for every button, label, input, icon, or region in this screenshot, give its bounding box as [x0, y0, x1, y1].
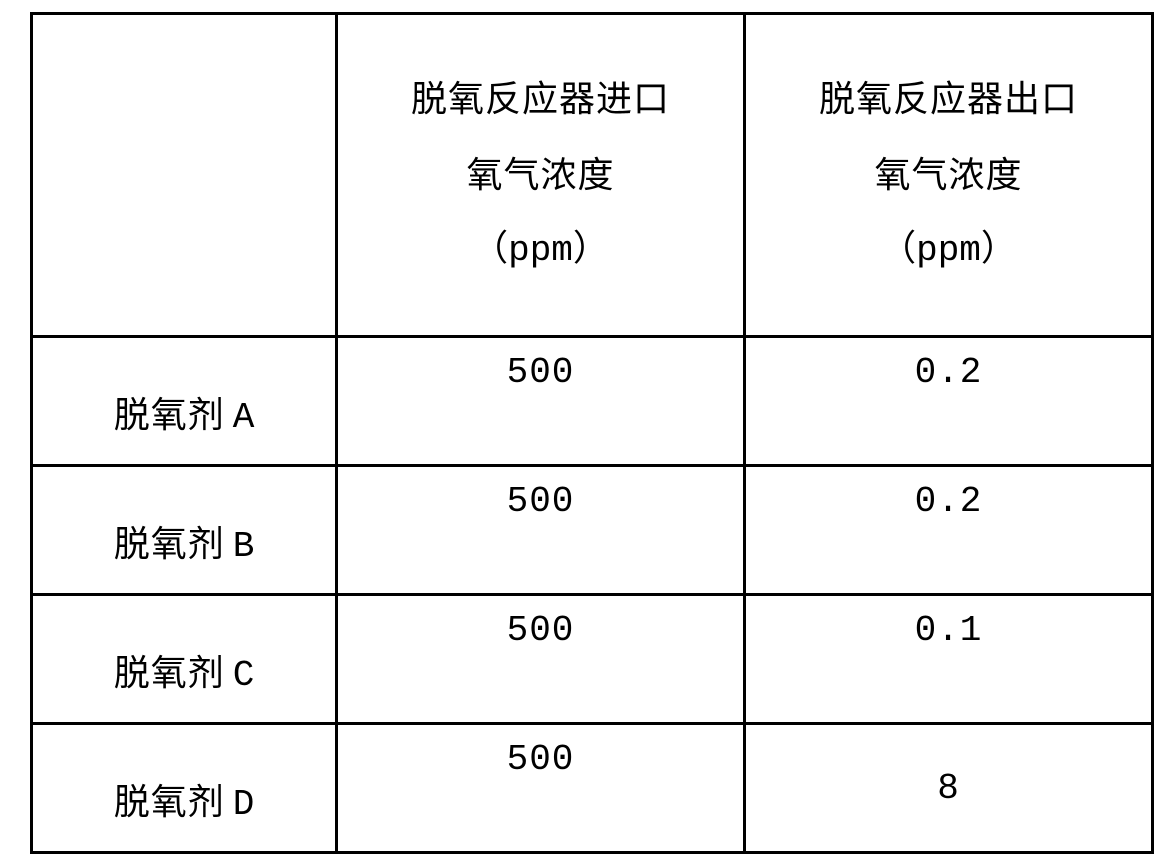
table-row: 脱氧剂 B 500 0.2	[32, 466, 1153, 595]
row-outlet-value: 8	[746, 725, 1151, 851]
row-inlet-cell: 500	[337, 466, 745, 595]
header-outlet-line1: 脱氧反应器出口	[819, 81, 1078, 117]
row-label: 脱氧剂 A	[33, 338, 335, 464]
header-inlet-unit: （ppm）	[472, 233, 609, 269]
header-inlet-stack: 脱氧反应器进口 氧气浓度 （ppm）	[338, 81, 743, 269]
row-label-cell: 脱氧剂 A	[32, 337, 337, 466]
row-inlet-value: 500	[338, 725, 743, 851]
header-cell-inlet: 脱氧反应器进口 氧气浓度 （ppm）	[337, 14, 745, 337]
row-outlet-cell: 0.1	[745, 595, 1153, 724]
row-label-prefix: 脱氧剂	[114, 386, 225, 438]
row-inlet-cell: 500	[337, 724, 745, 853]
table-row: 脱氧剂 A 500 0.2	[32, 337, 1153, 466]
row-label-cell: 脱氧剂 C	[32, 595, 337, 724]
row-outlet-cell: 8	[745, 724, 1153, 853]
row-label: 脱氧剂 D	[33, 725, 335, 851]
row-outlet-cell: 0.2	[745, 466, 1153, 595]
row-inlet-cell: 500	[337, 595, 745, 724]
row-outlet-value: 0.1	[746, 596, 1151, 722]
row-inlet-value: 500	[338, 467, 743, 593]
row-label-prefix: 脱氧剂	[114, 644, 225, 696]
row-inlet-value: 500	[338, 338, 743, 464]
row-label-cell: 脱氧剂 B	[32, 466, 337, 595]
header-outlet-line2: 氧气浓度	[874, 157, 1022, 193]
row-label-suffix: A	[233, 397, 255, 438]
header-outlet-stack: 脱氧反应器出口 氧气浓度 （ppm）	[746, 81, 1151, 269]
row-label-prefix: 脱氧剂	[114, 515, 225, 567]
header-inlet-line2: 氧气浓度	[466, 157, 614, 193]
row-label: 脱氧剂 B	[33, 467, 335, 593]
page: 脱氧反应器进口 氧气浓度 （ppm） 脱氧反应器出口 氧气浓度 （ppm）	[0, 0, 1174, 855]
table-row: 脱氧剂 D 500 8	[32, 724, 1153, 853]
header-inlet-line1: 脱氧反应器进口	[411, 81, 670, 117]
table-header-row: 脱氧反应器进口 氧气浓度 （ppm） 脱氧反应器出口 氧气浓度 （ppm）	[32, 14, 1153, 337]
row-outlet-value: 0.2	[746, 467, 1151, 593]
header-cell-outlet: 脱氧反应器出口 氧气浓度 （ppm）	[745, 14, 1153, 337]
row-label: 脱氧剂 C	[33, 596, 335, 722]
row-label-suffix: B	[233, 526, 255, 567]
row-label-suffix: C	[233, 655, 255, 696]
row-label-cell: 脱氧剂 D	[32, 724, 337, 853]
row-outlet-cell: 0.2	[745, 337, 1153, 466]
deoxidizer-table: 脱氧反应器进口 氧气浓度 （ppm） 脱氧反应器出口 氧气浓度 （ppm）	[30, 12, 1154, 854]
row-label-prefix: 脱氧剂	[114, 773, 225, 825]
row-label-suffix: D	[233, 784, 255, 825]
table-row: 脱氧剂 C 500 0.1	[32, 595, 1153, 724]
header-cell-empty	[32, 14, 337, 337]
row-inlet-cell: 500	[337, 337, 745, 466]
row-inlet-value: 500	[338, 596, 743, 722]
header-outlet-unit: （ppm）	[880, 233, 1017, 269]
row-outlet-value: 0.2	[746, 338, 1151, 464]
